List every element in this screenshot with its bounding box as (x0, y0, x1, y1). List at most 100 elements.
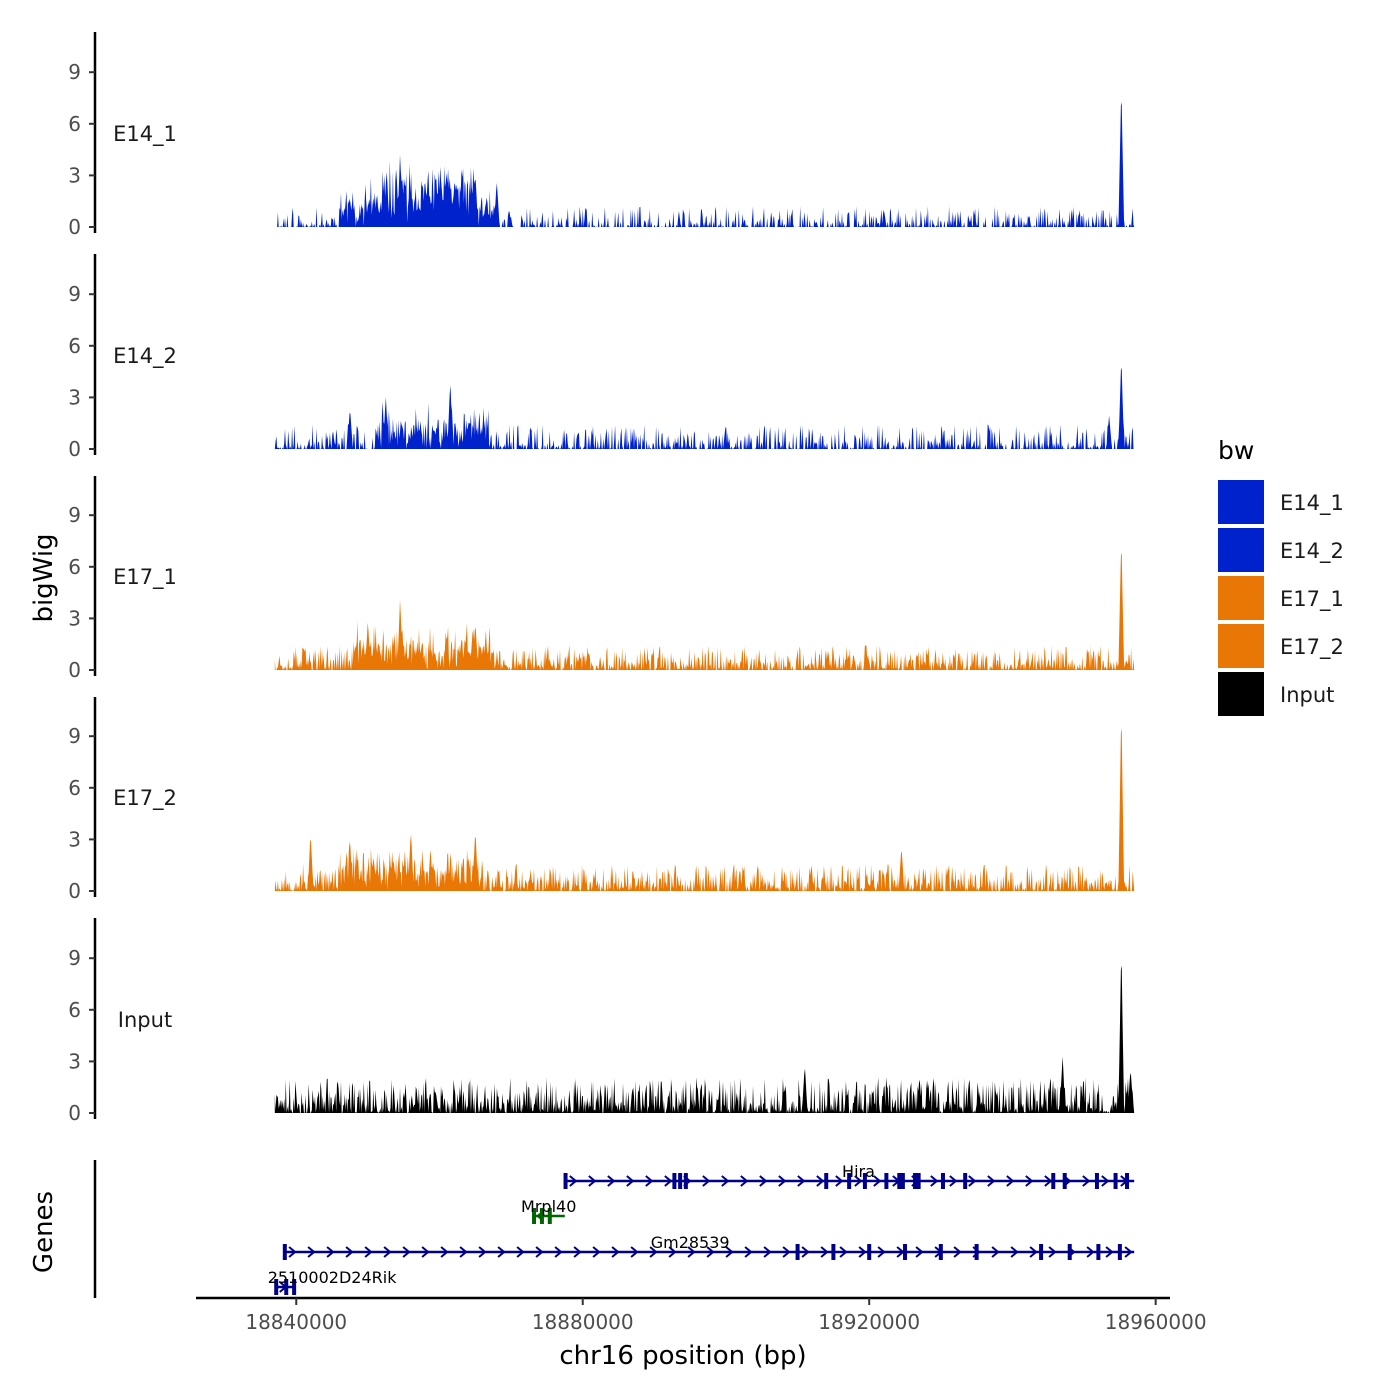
exon (963, 1173, 968, 1189)
strand-arrow (915, 1246, 924, 1258)
strand-arrow (744, 1246, 753, 1258)
exon (284, 1279, 289, 1295)
strand-arrow (1101, 1175, 1110, 1187)
y-tick-label: 9 (68, 60, 81, 84)
gene-gm28539: Gm28539 (282, 1233, 1135, 1260)
strand-arrow (421, 1246, 430, 1258)
y-tick-label: 9 (68, 724, 81, 748)
y-tick-label: 9 (68, 503, 81, 527)
exon (795, 1244, 800, 1260)
y-tick-label: 9 (68, 282, 81, 306)
strand-arrow (402, 1246, 411, 1258)
exon (282, 1244, 287, 1260)
track-input: 0 3 6 9 Input (68, 918, 1135, 1125)
strand-arrow (383, 1246, 392, 1258)
legend-key-e17-1 (1218, 576, 1264, 620)
strand-arrow (1105, 1246, 1114, 1258)
exon (938, 1244, 943, 1260)
y-tick-label: 6 (68, 776, 81, 800)
strand-arrow (725, 1246, 734, 1258)
exon (903, 1244, 908, 1260)
exon (292, 1279, 297, 1295)
strand-arrow (573, 1246, 582, 1258)
exon (678, 1173, 683, 1189)
strand-arrow (702, 1175, 711, 1187)
track-label: E14_1 (113, 122, 177, 147)
strand-arrow (516, 1246, 525, 1258)
strand-arrow (782, 1246, 791, 1258)
strand-arrow (326, 1246, 335, 1258)
track-e14-1: 0 3 6 9 E14_1 (68, 32, 1135, 239)
exon (900, 1173, 905, 1189)
strand-arrow (706, 1246, 715, 1258)
x-tick-label: 18920000 (818, 1310, 920, 1334)
genes-axis-title: Genes (29, 1191, 59, 1273)
exon (1062, 1173, 1067, 1189)
strand-arrow (440, 1246, 449, 1258)
strand-arrow (930, 1175, 939, 1187)
gene-label: Hira (842, 1162, 875, 1181)
signal-area (274, 367, 1135, 449)
gene-label: Mrpl40 (521, 1197, 576, 1216)
y-tick-label: 3 (68, 1049, 81, 1073)
exon (1113, 1173, 1118, 1189)
legend-key-e17-2 (1218, 624, 1264, 668)
strand-arrow (839, 1246, 848, 1258)
strand-arrow (459, 1246, 468, 1258)
gene-2510002d24rik: 2510002D24Rik (268, 1268, 397, 1295)
legend-title: bw (1218, 436, 1254, 465)
track-e17-2: 0 3 6 9 E17_2 (68, 697, 1135, 903)
strand-arrow (569, 1175, 578, 1187)
strand-arrow (626, 1175, 635, 1187)
strand-arrow (968, 1175, 977, 1187)
legend-label-e14-2: E14_2 (1280, 539, 1344, 564)
strand-arrow (649, 1246, 658, 1258)
y-tick-label: 3 (68, 385, 81, 409)
strand-arrow (987, 1175, 996, 1187)
strand-arrow (1086, 1246, 1095, 1258)
legend-entry-input: Input (1218, 672, 1334, 716)
track-e17-1: 0 3 6 9 E17_1 (68, 476, 1135, 682)
legend-label-e14-1: E14_1 (1280, 491, 1344, 516)
legend-entry-e14-1: E14_1 (1218, 480, 1344, 524)
strand-arrow (949, 1175, 958, 1187)
exon (916, 1173, 921, 1189)
tracks-layer: 0 3 6 9 E14_1 0 3 6 9 E14_2 0 3 6 9 E17_1 0 3 6 9 E17_2 0 3 6 9… (68, 32, 1135, 1125)
strand-arrow (1025, 1175, 1034, 1187)
exon (862, 1173, 867, 1189)
strand-arrow (759, 1175, 768, 1187)
exon (683, 1173, 688, 1189)
exon (831, 1244, 836, 1260)
legend-entry-e14-2: E14_2 (1218, 528, 1344, 572)
strand-arrow (664, 1175, 673, 1187)
strand-arrow (630, 1246, 639, 1258)
legend-entry-e17-1: E17_1 (1218, 576, 1344, 620)
track-label: E14_2 (113, 344, 177, 369)
strand-arrow (1010, 1246, 1019, 1258)
exon (897, 1173, 902, 1189)
strand-arrow (721, 1175, 730, 1187)
exon (274, 1279, 279, 1295)
strand-arrow (953, 1246, 962, 1258)
strand-arrow (1048, 1246, 1057, 1258)
exon (867, 1244, 872, 1260)
y-tick-label: 9 (68, 946, 81, 970)
legend-label-input: Input (1280, 683, 1334, 707)
gene-hira: Hira (563, 1162, 1135, 1189)
strand-arrow (1006, 1175, 1015, 1187)
exon (824, 1173, 829, 1189)
strand-arrow (364, 1246, 373, 1258)
exon (940, 1173, 945, 1189)
exon (1117, 1244, 1122, 1260)
strand-arrow (854, 1175, 863, 1187)
exon (1051, 1173, 1056, 1189)
legend-key-e14-2 (1218, 528, 1264, 572)
signal-area (274, 965, 1135, 1113)
strand-arrow (763, 1246, 772, 1258)
strand-arrow (588, 1175, 597, 1187)
strand-arrow (687, 1246, 696, 1258)
strand-arrow (1082, 1175, 1091, 1187)
exon (884, 1173, 889, 1189)
y-tick-label: 6 (68, 998, 81, 1022)
